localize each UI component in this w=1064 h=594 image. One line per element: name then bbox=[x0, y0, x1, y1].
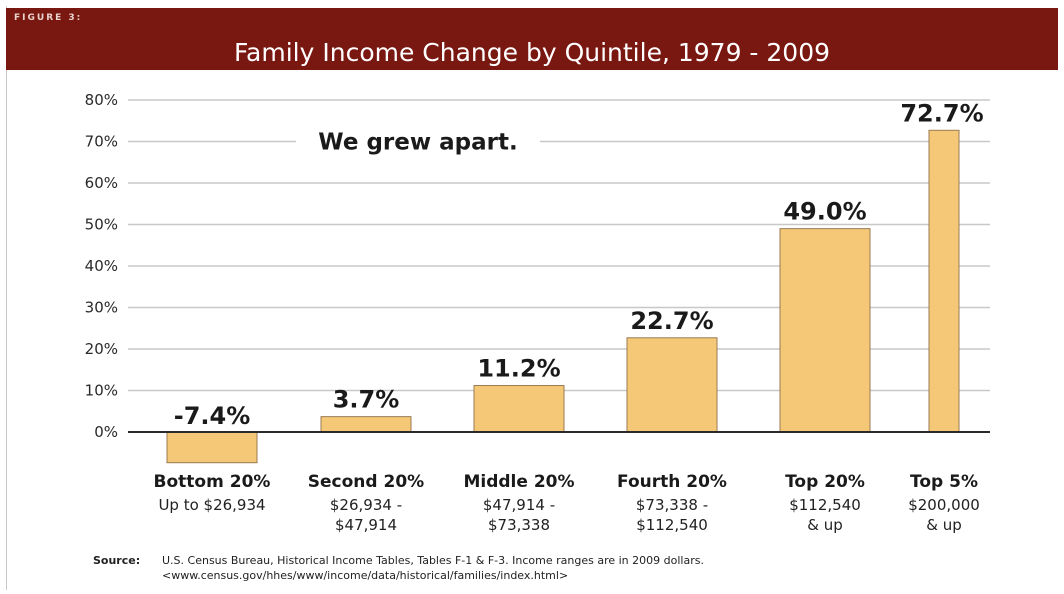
income-range-label: $112,540 bbox=[789, 496, 861, 514]
data-label: 72.7% bbox=[900, 99, 983, 127]
figure-header: FIGURE 3: Family Income Change by Quinti… bbox=[6, 8, 1058, 70]
source-text-line1: U.S. Census Bureau, Historical Income Ta… bbox=[162, 554, 704, 567]
income-range-label: Up to $26,934 bbox=[158, 496, 265, 514]
chart-title: Family Income Change by Quintile, 1979 -… bbox=[233, 38, 831, 67]
data-labels: -7.4% 3.7% 11.2% 22.7% 49.0% 72.7% bbox=[174, 99, 984, 430]
bars bbox=[166, 129, 960, 464]
data-label: 11.2% bbox=[477, 355, 560, 383]
figure-frame bbox=[6, 6, 1061, 590]
income-range-label: & up bbox=[807, 516, 843, 534]
y-tick-label: 30% bbox=[85, 299, 118, 317]
figure-label: FIGURE 3: bbox=[14, 13, 83, 23]
data-label: 3.7% bbox=[333, 386, 400, 414]
data-label: 49.0% bbox=[783, 198, 866, 226]
source-text-line2: <www.census.gov/hhes/www/income/data/his… bbox=[162, 569, 569, 582]
y-tick-label: 60% bbox=[85, 174, 118, 192]
bar bbox=[626, 337, 718, 433]
source-label: Source: bbox=[93, 554, 141, 567]
chart-annotation: We grew apart. bbox=[318, 130, 517, 156]
y-axis-tick-labels: 0% 10% 20% 30% 40% 50% 60% 70% 80% bbox=[85, 91, 118, 441]
category-label: Top 5% bbox=[910, 472, 978, 492]
y-tick-label: 80% bbox=[85, 91, 118, 109]
data-label: -7.4% bbox=[174, 402, 251, 430]
income-range-label: $73,338 bbox=[488, 516, 550, 534]
y-tick-label: 70% bbox=[85, 133, 118, 151]
income-range-label: $200,000 bbox=[908, 496, 980, 514]
bar bbox=[166, 431, 258, 464]
y-tick-label: 10% bbox=[85, 382, 118, 400]
category-label: Second 20% bbox=[308, 472, 424, 492]
bar bbox=[928, 129, 960, 433]
income-range-label: $47,914 bbox=[335, 516, 397, 534]
category-labels: Bottom 20% Up to $26,934 Second 20% $26,934… bbox=[154, 472, 980, 534]
income-range-label: $26,934 - bbox=[330, 496, 402, 514]
y-tick-label: 50% bbox=[85, 216, 118, 234]
bar bbox=[779, 228, 871, 433]
income-range-label: $73,338 - bbox=[636, 496, 708, 514]
category-label: Bottom 20% bbox=[154, 472, 271, 492]
category-label: Middle 20% bbox=[463, 472, 574, 492]
income-range-label: & up bbox=[926, 516, 962, 534]
y-tick-label: 40% bbox=[85, 257, 118, 275]
category-label: Fourth 20% bbox=[617, 472, 727, 492]
data-label: 22.7% bbox=[630, 307, 713, 335]
income-range-label: $112,540 bbox=[636, 516, 708, 534]
category-label: Top 20% bbox=[785, 472, 865, 492]
y-tick-label: 0% bbox=[94, 423, 118, 441]
annotation-background bbox=[296, 126, 540, 157]
bar bbox=[320, 416, 412, 433]
income-range-label: $47,914 - bbox=[483, 496, 555, 514]
bar bbox=[473, 385, 565, 433]
y-tick-label: 20% bbox=[85, 340, 118, 358]
